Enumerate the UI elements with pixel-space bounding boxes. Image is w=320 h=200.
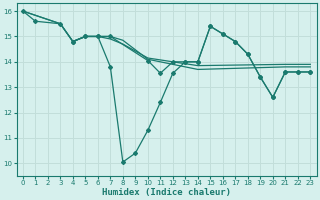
X-axis label: Humidex (Indice chaleur): Humidex (Indice chaleur): [102, 188, 231, 197]
